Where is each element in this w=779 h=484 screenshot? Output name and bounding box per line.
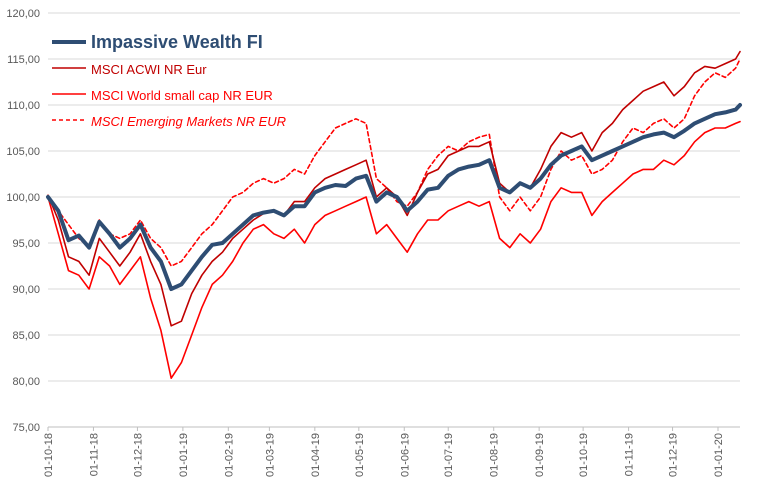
legend: Impassive Wealth FI MSCI ACWI NR Eur MSCI … (52, 32, 286, 129)
y-axis-tick-labels: 75,00 80,00 85,00 90,00 95,00 100,00 105,00 110… (6, 8, 40, 434)
x-tick-label: 01-10-18 (43, 433, 55, 477)
x-tick-label: 01-11-18 (88, 433, 100, 476)
series-line-0 (46, 103, 742, 291)
legend-label: MSCI World small cap NR EUR (91, 88, 273, 103)
x-tick-label: 01-12-19 (668, 433, 680, 477)
x-axis-tick-labels: 01-10-18 01-11-18 01-12-18 01-01-19 01-02-19… (43, 427, 725, 477)
y-tick-label: 105,00 (6, 146, 40, 158)
x-tick-label: 01-10-19 (578, 433, 590, 477)
series-line-2 (47, 120, 741, 380)
legend-label: Impassive Wealth FI (91, 32, 263, 52)
x-tick-label: 01-03-19 (264, 433, 276, 477)
x-tick-label: 01-06-19 (399, 433, 411, 477)
x-tick-label: 01-04-19 (310, 433, 322, 477)
x-tick-label: 01-09-19 (534, 433, 546, 477)
series-line-3 (47, 58, 741, 267)
y-tick-label: 95,00 (12, 238, 40, 250)
x-tick-label: 01-12-18 (132, 433, 144, 477)
y-tick-label: 100,00 (6, 192, 40, 204)
series-lines (46, 50, 742, 380)
y-tick-label: 120,00 (6, 8, 40, 20)
y-tick-label: 80,00 (12, 376, 40, 388)
y-tick-label: 85,00 (12, 330, 40, 342)
legend-label: MSCI ACWI NR Eur (91, 62, 207, 77)
x-tick-label: 01-08-19 (489, 433, 501, 477)
legend-label: MSCI Emerging Markets NR EUR (91, 114, 286, 129)
y-tick-label: 75,00 (12, 422, 40, 434)
x-tick-label: 01-05-19 (354, 433, 366, 477)
y-tick-label: 115,00 (7, 54, 40, 66)
x-tick-label: 01-01-19 (178, 433, 190, 477)
x-tick-label: 01-01-20 (713, 433, 725, 477)
y-tick-label: 110,00 (7, 100, 40, 112)
x-tick-label: 01-11-19 (624, 433, 636, 476)
x-tick-label: 01-07-19 (443, 433, 455, 477)
x-tick-label: 01-02-19 (223, 433, 235, 477)
y-tick-label: 90,00 (12, 284, 40, 296)
gridlines (48, 12, 740, 428)
